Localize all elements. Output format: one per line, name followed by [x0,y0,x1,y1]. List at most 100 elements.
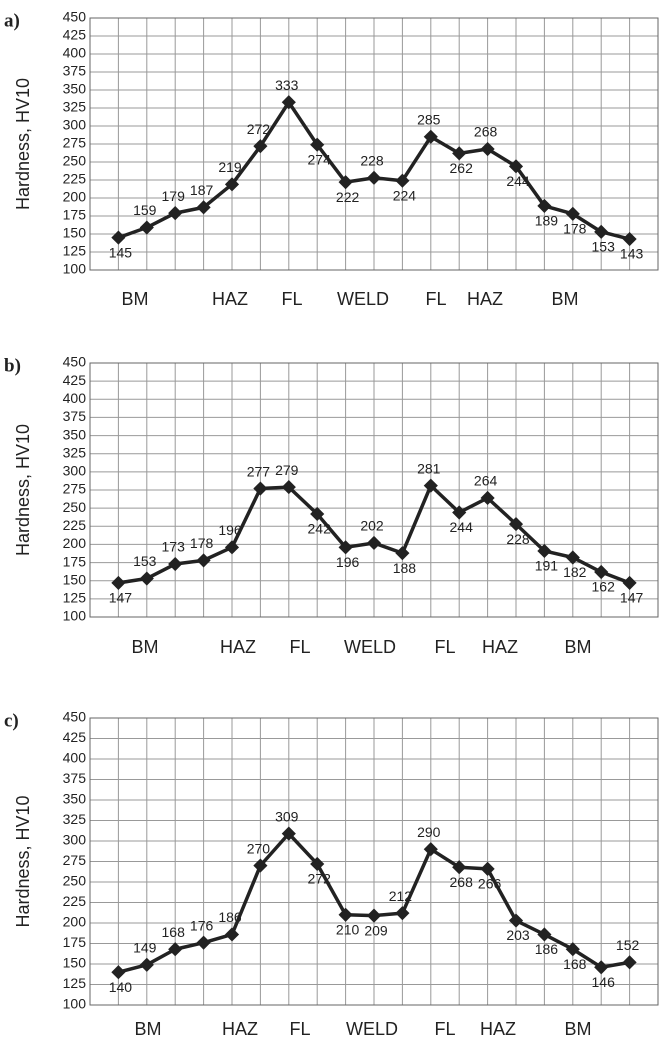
data-label: 272 [247,121,271,137]
data-label: 178 [563,221,587,237]
data-label: 268 [474,124,498,140]
y-tick-label: 150 [63,571,87,587]
region-label: BM [132,637,159,657]
data-marker [111,965,126,980]
y-tick-label: 275 [63,481,87,497]
y-tick-label: 375 [63,770,87,786]
data-label: 285 [417,112,441,128]
data-label: 242 [308,521,332,537]
y-tick-label: 450 [63,9,87,25]
y-tick-label: 225 [63,171,87,187]
y-tick-label: 275 [63,135,87,151]
data-marker [452,505,467,520]
data-marker [168,206,183,221]
data-marker [338,175,353,190]
data-marker [111,230,126,245]
data-label: 264 [474,473,498,489]
y-tick-label: 325 [63,444,87,460]
data-label: 228 [360,153,384,169]
data-marker [423,478,438,493]
data-label: 244 [506,173,530,189]
data-label: 266 [478,876,502,892]
y-tick-label: 125 [63,975,87,991]
y-tick-label: 300 [63,463,87,479]
data-label: 147 [109,590,133,606]
data-label: 145 [109,244,133,260]
y-tick-label: 200 [63,189,87,205]
region-label: BM [552,289,579,309]
y-tick-label: 100 [63,996,87,1012]
data-marker [508,913,524,928]
panel: 100 125 150 175 200 225 250 275 300 325 350 375 400 4… [4,709,659,1039]
data-marker [281,95,296,110]
y-axis-label: Hardness, HV10 [13,78,33,210]
data-label: 159 [133,202,157,218]
data-marker [224,177,240,192]
y-tick-label: 100 [63,608,87,624]
data-label: 224 [393,187,417,203]
data-label: 186 [218,909,242,925]
data-label: 178 [190,535,214,551]
y-tick-label: 425 [63,27,87,43]
region-label: BM [135,1019,162,1039]
data-marker [594,224,609,239]
y-tick-label: 375 [63,408,87,424]
data-label: 186 [535,941,559,957]
data-marker [565,206,580,221]
data-label: 168 [563,956,587,972]
region-label: HAZ [212,289,248,309]
data-label: 209 [364,922,388,938]
data-marker [508,159,524,174]
data-marker [452,146,467,161]
data-label: 182 [563,564,587,580]
data-marker [395,173,410,188]
data-label: 210 [336,922,360,938]
panel: 100 125 150 175 200 225 250 275 300 325 350 375 400 4… [4,354,659,657]
data-label: 290 [417,824,441,840]
data-marker [310,137,325,152]
region-label: BM [565,637,592,657]
y-tick-label: 275 [63,852,87,868]
data-label: 188 [393,560,417,576]
data-label: 228 [506,531,530,547]
data-marker [395,906,410,921]
y-axis-label: Hardness, HV10 [13,795,33,927]
data-label: 147 [620,590,644,606]
data-label: 176 [190,917,214,933]
data-marker [622,575,637,590]
data-marker [594,564,609,580]
data-marker [253,481,268,496]
data-label: 196 [218,522,242,538]
plot-frame [89,717,659,1006]
data-label: 168 [162,924,186,940]
data-marker [224,540,240,555]
data-label: 268 [450,874,474,890]
y-tick-label: 250 [63,153,87,169]
data-marker [423,129,438,144]
y-tick-label: 200 [63,914,87,930]
data-marker [537,198,552,213]
data-marker [508,517,524,532]
data-marker [281,480,296,495]
y-tick-label: 300 [63,117,87,133]
y-tick-label: 225 [63,893,87,909]
data-label: 244 [450,519,474,535]
data-marker [196,553,211,568]
y-tick-label: 400 [63,390,87,406]
data-marker [395,546,410,561]
data-marker [480,490,495,506]
y-tick-label: 250 [63,499,87,515]
data-label: 203 [506,927,530,943]
panel-label: c) [4,710,19,731]
y-tick-label: 325 [63,811,87,827]
region-label: HAZ [480,1019,516,1039]
data-label: 140 [109,979,133,995]
y-tick-label: 450 [63,709,87,725]
y-tick-label: 150 [63,955,87,971]
region-label: HAZ [482,637,518,657]
data-label: 153 [592,239,616,255]
data-marker [338,907,353,922]
region-label: WELD [337,289,389,309]
region-label: FL [434,637,455,657]
data-label: 189 [535,213,559,229]
